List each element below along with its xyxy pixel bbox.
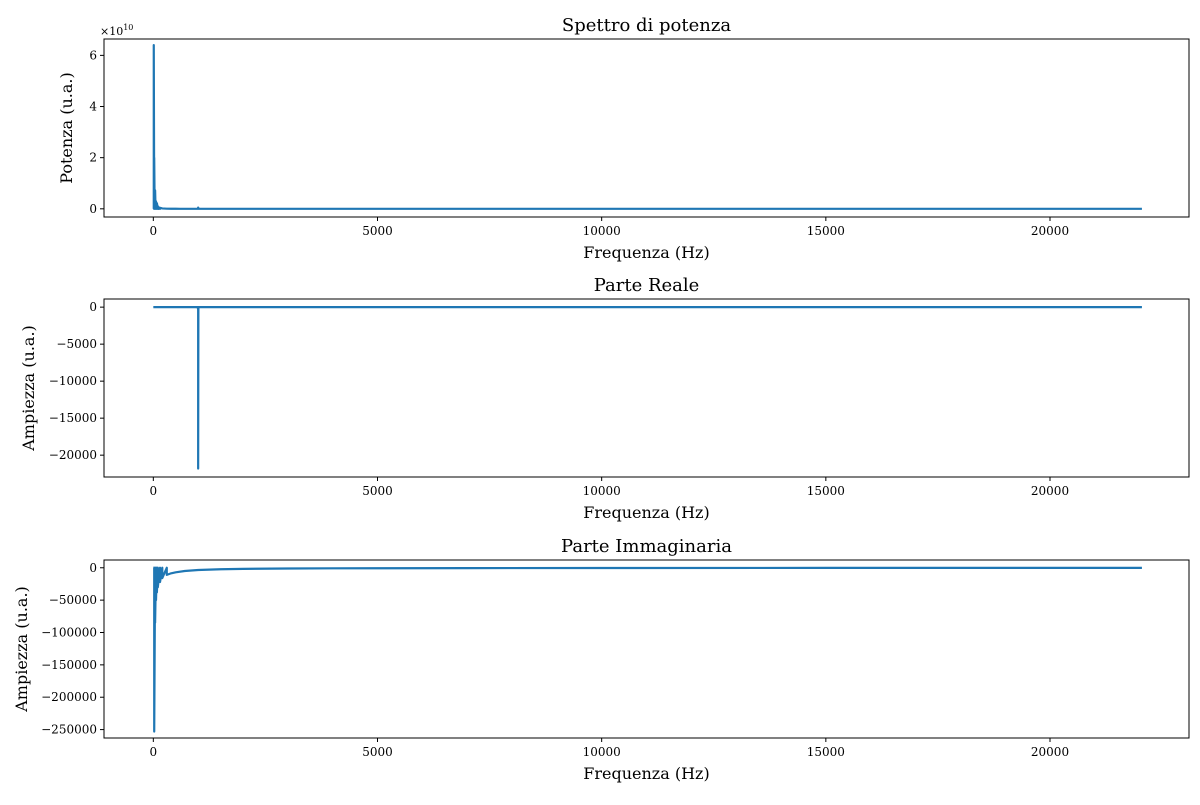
chart-title: Parte Immaginaria: [561, 536, 732, 557]
series-line-1-1: [152, 44, 1142, 210]
y-axis-label: Potenza (u.a.): [57, 72, 76, 184]
y-tick-label: 6: [89, 48, 97, 62]
x-axis-label: Frequenza (Hz): [583, 503, 709, 522]
axes-frame-2: [103, 298, 1190, 478]
x-tick-label: 15000: [807, 745, 845, 759]
x-tick-label: 10000: [583, 745, 621, 759]
series-line-3-1: [153, 566, 1142, 733]
y-tick-label: −50000: [49, 593, 97, 607]
y-tick-label: −5000: [56, 337, 97, 351]
x-axis-label: Frequenza (Hz): [583, 243, 709, 262]
y-tick-label: −100000: [41, 625, 97, 639]
y-tick-label: 0: [89, 202, 97, 216]
y-tick-label: −150000: [41, 658, 97, 672]
x-axis-label: Frequenza (Hz): [583, 764, 709, 783]
y-axis-label: Ampiezza (u.a.): [12, 586, 31, 713]
x-tick-label: 0: [149, 745, 157, 759]
x-tick-label: 10000: [583, 224, 621, 238]
x-tick-label: 10000: [583, 484, 621, 498]
y-tick-label: −10000: [49, 374, 97, 388]
y-tick-label: −20000: [49, 448, 97, 462]
x-tick-label: 5000: [362, 484, 393, 498]
x-tick-label: 20000: [1031, 745, 1069, 759]
chart-title: Parte Reale: [594, 275, 700, 296]
chart-title: Spettro di potenza: [562, 15, 731, 36]
x-tick-label: 5000: [362, 745, 393, 759]
axes-frame-1: [103, 38, 1190, 218]
series-line-2-1: [153, 306, 1142, 470]
y-tick-label: 2: [89, 151, 97, 165]
y-tick-label: −250000: [41, 723, 97, 737]
x-tick-label: 20000: [1031, 484, 1069, 498]
x-tick-label: 5000: [362, 224, 393, 238]
y-axis-label: Ampiezza (u.a.): [19, 325, 38, 452]
x-tick-label: 0: [149, 224, 157, 238]
y-tick-label: 0: [89, 300, 97, 314]
y-tick-label: 0: [89, 561, 97, 575]
x-tick-label: 20000: [1031, 224, 1069, 238]
x-tick-label: 0: [149, 484, 157, 498]
y-axis-multiplier: ×1010: [100, 23, 133, 38]
axes-frame-3: [103, 559, 1190, 739]
y-tick-label: −15000: [49, 411, 97, 425]
y-tick-label: −200000: [41, 690, 97, 704]
y-tick-label: 4: [89, 100, 97, 114]
x-tick-label: 15000: [807, 224, 845, 238]
x-tick-label: 15000: [807, 484, 845, 498]
